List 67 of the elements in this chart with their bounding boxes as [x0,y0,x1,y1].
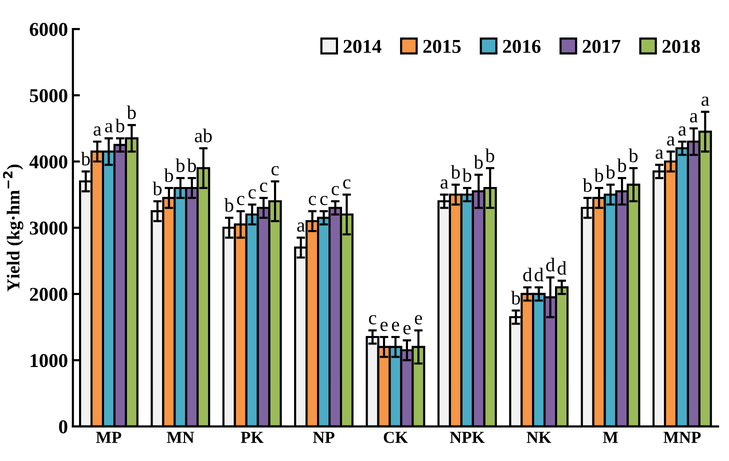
x-tick-label: NK [526,432,552,443]
data-label: c [343,179,350,189]
data-label: b [485,148,494,162]
x-tick-label: CK [384,432,408,444]
legend-label: 2014 [344,40,382,53]
data-label: b [80,152,90,166]
data-label: b [224,198,234,212]
data-label: a [667,136,675,146]
legend-label: 2015 [423,40,461,53]
data-label: a [690,113,698,122]
data-label: a [94,126,102,136]
x-tick-label: M [602,432,618,443]
data-label: b [187,158,196,172]
data-label: b [152,182,162,196]
data-label: ab [194,128,212,142]
data-label: c [260,182,268,192]
data-label: b [582,178,592,192]
data-label: a [105,123,113,132]
data-label: c [308,196,316,206]
x-tick-label: NP [313,432,334,443]
data-label: b [474,155,483,169]
data-label: a [297,222,305,232]
data-label: a [656,150,664,159]
x-tick-label: MNP [664,432,701,443]
data-label: e [414,315,422,324]
data-label: b [628,148,638,162]
data-label: d [523,268,532,282]
legend-label: 2018 [662,40,700,53]
x-tick-label: MP [96,432,122,443]
data-label: d [558,261,566,275]
data-label: b [164,168,174,182]
y-axis-title: Yield (kg·hm$^{−2}$) [3,164,24,292]
data-label: e [403,325,411,334]
x-tick-label: MN [166,432,194,443]
y-tick-label: 1000 [30,354,68,368]
data-label: b [176,158,185,172]
y-tick-label: 4000 [29,155,68,168]
data-label: b [115,118,124,132]
x-tick-label: PK [240,432,264,443]
data-label: c [320,196,328,206]
data-label: c [271,166,279,176]
data-label: a [440,179,448,189]
data-label: d [546,258,555,272]
data-label: c [332,186,339,196]
data-label: b [450,165,460,179]
data-label: e [380,322,388,332]
data-label: b [126,105,136,120]
data-label: b [617,158,626,172]
data-label: a [678,126,686,136]
y-tick-label: 0 [59,420,68,434]
x-tick-label: NPK [450,432,485,443]
data-label: a [702,96,710,106]
y-tick-label: 3000 [30,222,68,235]
data-label: b [606,165,615,179]
data-label: b [511,290,520,305]
data-label: e [392,322,400,332]
data-label: b [594,168,604,182]
data-label: c [368,315,376,324]
legend-label: 2016 [503,40,541,53]
y-tick-label: 6000 [30,22,68,36]
y-tick-label: 2000 [30,288,68,301]
data-label: c [237,196,244,206]
data-label: b [462,168,472,182]
legend-label: 2017 [582,40,620,53]
data-label: d [534,268,544,282]
data-label: c [248,189,256,199]
y-tick-label: 5000 [30,89,68,102]
